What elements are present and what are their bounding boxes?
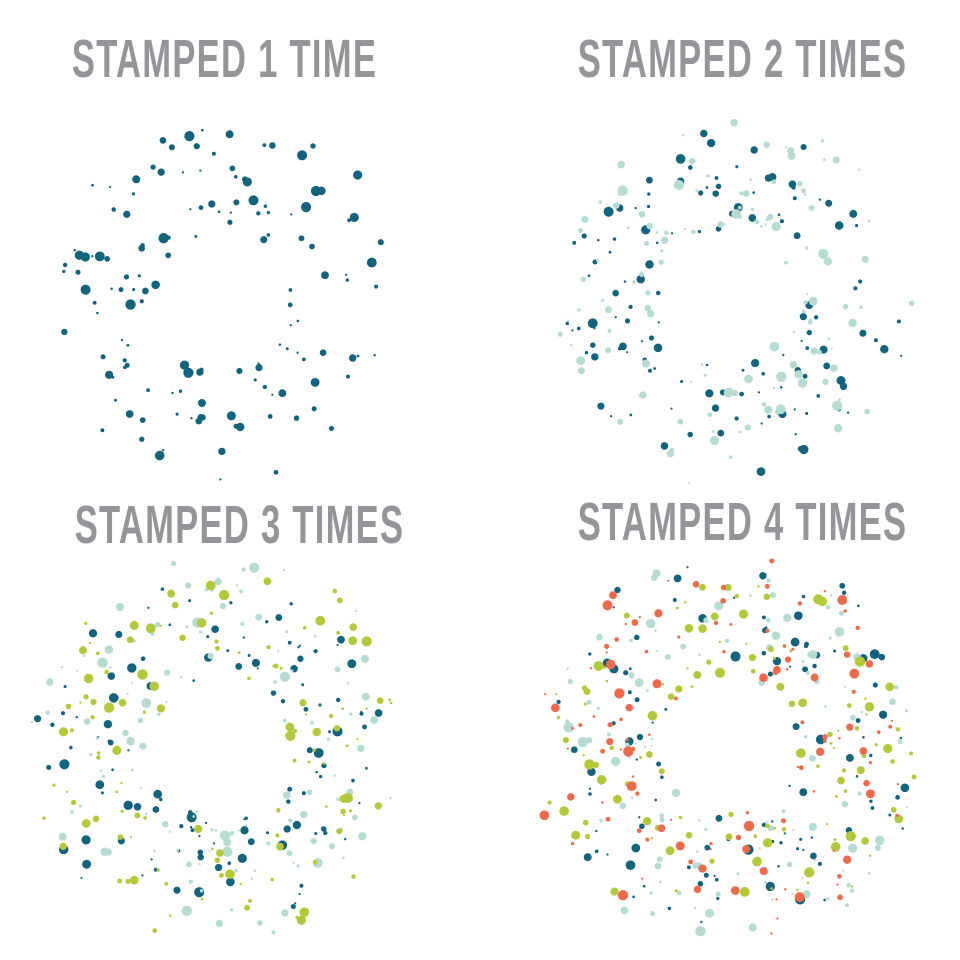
stamp-layer-teal bbox=[61, 128, 384, 481]
stamp-layer-aqua bbox=[557, 118, 915, 485]
stamp-layer-lime bbox=[547, 583, 917, 897]
stamp-ring-1 bbox=[61, 128, 384, 481]
stamp-ring-3 bbox=[30, 561, 393, 935]
stamp-layer-teal bbox=[565, 129, 903, 476]
panel-title-stamped-4: STAMPED 4 TIMES bbox=[485, 495, 960, 549]
stamp-layer-aqua bbox=[30, 561, 392, 935]
stamp-layer-coral bbox=[539, 558, 899, 935]
stamp-layer-teal bbox=[33, 587, 383, 910]
stamp-ring-4 bbox=[539, 558, 917, 937]
panel-title-stamped-1: STAMPED 1 TIME bbox=[0, 32, 465, 86]
stamp-layer-lime bbox=[42, 577, 393, 933]
stamp-ring-2 bbox=[557, 118, 915, 485]
panel-title-label: STAMPED 3 TIMES bbox=[74, 495, 405, 555]
panel-title-stamped-3: STAMPED 3 TIMES bbox=[0, 498, 462, 552]
stamp-layer-aqua bbox=[563, 569, 908, 937]
panel-title-label: STAMPED 4 TIMES bbox=[577, 492, 908, 552]
panel-title-stamped-2: STAMPED 2 TIMES bbox=[485, 32, 960, 86]
panel-title-label: STAMPED 2 TIMES bbox=[577, 29, 908, 89]
panel-title-label: STAMPED 1 TIME bbox=[72, 29, 378, 89]
